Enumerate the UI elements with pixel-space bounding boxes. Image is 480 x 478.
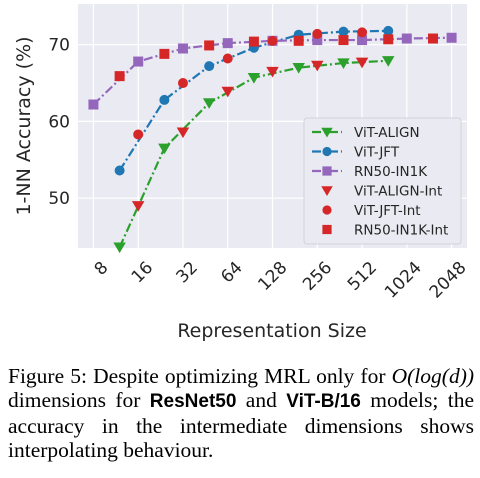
- data-point: [383, 25, 394, 36]
- data-point: [247, 72, 261, 84]
- chart: 8 16 32 64 128 256 512 1024 2048 50 60 70 Represen…: [13, 4, 471, 342]
- data-point: [114, 165, 125, 176]
- series-vit-align-int: [131, 57, 369, 212]
- x-tick-label: 2048: [426, 258, 471, 303]
- series-vit-jft-int: [133, 27, 368, 140]
- caption-model-2: ViT-B/16: [286, 391, 361, 412]
- data-point: [338, 35, 349, 46]
- y-axis-title: 1-NN Accuracy (%): [13, 36, 35, 215]
- data-point: [311, 60, 324, 72]
- caption-math: O(log(d)): [391, 364, 475, 388]
- data-point: [158, 143, 171, 155]
- legend-label: ViT-JFT-Int: [354, 203, 421, 219]
- data-point: [248, 36, 259, 47]
- data-point: [222, 38, 233, 49]
- data-point: [88, 99, 99, 110]
- x-tick-label: 32: [172, 258, 201, 287]
- legend-marker: [321, 186, 333, 196]
- x-tick-label: 1024: [381, 258, 426, 303]
- data-point: [222, 53, 233, 64]
- data-point: [357, 27, 368, 38]
- data-point: [177, 43, 188, 54]
- data-point: [355, 57, 369, 69]
- caption-text-4: models; the accuracy in the intermediate…: [8, 388, 474, 462]
- caption-text-3: and: [236, 388, 287, 412]
- legend-box: [303, 117, 462, 245]
- x-tick-label: 256: [299, 258, 336, 295]
- y-tick-label: 60: [48, 112, 70, 132]
- data-point: [176, 127, 190, 139]
- series-group: [88, 25, 457, 254]
- data-point: [337, 58, 350, 70]
- data-point: [159, 94, 170, 105]
- figure-caption: Figure 5: Despite optimizing MRL only fo…: [8, 364, 474, 462]
- legend-marker: [322, 166, 332, 176]
- data-point: [133, 56, 144, 67]
- legend-label: ViT-JFT: [354, 145, 400, 161]
- legend-marker: [322, 146, 332, 157]
- data-point: [177, 78, 188, 89]
- x-tick-label: 512: [344, 258, 381, 295]
- y-tick-labels: 50 60 70: [48, 36, 70, 209]
- caption-text-1: Despite optimizing MRL only for: [86, 364, 392, 388]
- data-point: [446, 32, 457, 43]
- data-point: [428, 33, 439, 44]
- y-tick-label: 50: [48, 189, 70, 209]
- data-point: [114, 71, 125, 82]
- legend-label: ViT-ALIGN-Int: [354, 184, 442, 200]
- legend: ViT-ALIGN ViT-JFT RN50-IN1K ViT-ALIGN-Int Vi…: [303, 117, 462, 245]
- caption-model-1: ResNet50: [149, 391, 237, 412]
- data-point: [312, 35, 323, 46]
- data-point: [202, 98, 216, 109]
- legend-marker: [322, 205, 332, 215]
- x-tick-label: 8: [91, 258, 113, 280]
- data-point: [113, 242, 126, 254]
- x-tick-label: 64: [217, 258, 246, 287]
- data-point: [383, 34, 394, 45]
- caption-label: Figure 5:: [8, 364, 87, 388]
- series-rn50-in1k-int: [114, 33, 439, 82]
- legend-label: RN50-IN1K-Int: [354, 223, 448, 239]
- data-point: [204, 61, 215, 72]
- data-point: [338, 26, 349, 37]
- x-tick-label: 128: [254, 258, 291, 295]
- data-point: [312, 28, 323, 39]
- x-axis-title: Representation Size: [177, 320, 366, 342]
- legend-marker: [321, 127, 333, 138]
- data-point: [292, 62, 305, 74]
- data-point: [204, 40, 215, 51]
- x-tick-labels: 8 16 32 64 128 256 512 1024 2048: [91, 258, 471, 303]
- data-point: [221, 86, 234, 98]
- data-point: [357, 35, 368, 46]
- series-vit-align: [113, 56, 395, 254]
- y-tick-label: 70: [48, 36, 70, 56]
- legend-label: ViT-ALIGN: [354, 125, 420, 141]
- data-point: [159, 48, 170, 59]
- data-point: [131, 201, 145, 212]
- data-point: [401, 33, 412, 44]
- data-point: [266, 66, 279, 78]
- caption-text-2: dimensions for: [8, 388, 150, 412]
- data-point: [293, 35, 304, 46]
- data-point: [381, 56, 395, 67]
- legend-marker: [322, 224, 332, 235]
- data-point: [267, 35, 278, 46]
- x-tick-label: 16: [128, 258, 157, 287]
- data-point: [133, 129, 144, 140]
- legend-label: RN50-IN1K: [354, 164, 428, 180]
